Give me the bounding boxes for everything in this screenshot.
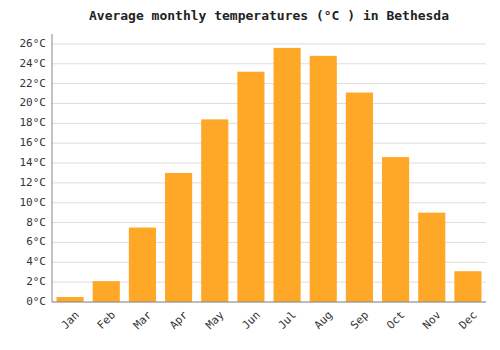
x-tick-label: Apr xyxy=(167,308,191,332)
y-tick-label: 20°C xyxy=(20,96,47,109)
bar xyxy=(129,228,156,302)
y-tick-label: 24°C xyxy=(20,57,47,70)
bar xyxy=(310,56,337,302)
y-tick-label: 22°C xyxy=(20,77,47,90)
grid-line xyxy=(52,202,486,203)
bar xyxy=(382,157,409,302)
bar xyxy=(274,48,301,302)
x-tick-label: Mar xyxy=(131,308,155,332)
bar xyxy=(418,213,445,302)
bar xyxy=(165,173,192,302)
chart-svg: 0°C 2°C 4°C 6°C 8°C 10°C 12°C 14°C 16°C 18°C 20°C 2… xyxy=(0,0,500,350)
x-tick-label: Nov xyxy=(420,308,444,332)
grid-line xyxy=(52,63,486,64)
x-tick-label: May xyxy=(203,308,227,332)
x-tick-label: Dec xyxy=(456,309,479,332)
bar xyxy=(454,271,481,302)
grid-line xyxy=(52,103,486,104)
x-tick-labels: Jan Feb Mar Apr May Jun Jul Aug Sep Oct Nov Dec xyxy=(59,308,480,332)
y-tick-label: 8°C xyxy=(26,216,46,229)
bar xyxy=(93,281,120,302)
x-tick-label: Jun xyxy=(239,309,262,332)
grid-line xyxy=(52,143,486,144)
x-tick-label: Aug xyxy=(312,309,335,332)
x-tick-label: Jan xyxy=(59,309,82,332)
y-tick-label: 6°C xyxy=(26,235,46,248)
y-tick-label: 12°C xyxy=(20,176,47,189)
bar xyxy=(346,93,373,302)
y-tick-label: 4°C xyxy=(26,255,46,268)
y-axis-line xyxy=(52,34,53,302)
x-tick-label: Feb xyxy=(95,309,118,332)
y-grid xyxy=(52,44,486,302)
y-tick-label: 14°C xyxy=(20,156,47,169)
y-tick-label: 18°C xyxy=(20,116,47,129)
bar xyxy=(57,297,84,302)
chart-container: 0°C 2°C 4°C 6°C 8°C 10°C 12°C 14°C 16°C 18°C 20°C 2… xyxy=(0,0,500,350)
y-tick-label: 16°C xyxy=(20,136,47,149)
grid-line xyxy=(52,83,486,84)
x-tick-label: Jul xyxy=(276,309,299,332)
bars xyxy=(57,48,482,302)
y-tick-labels: 0°C 2°C 4°C 6°C 8°C 10°C 12°C 14°C 16°C 18°C 20°C 2… xyxy=(20,37,47,308)
x-tick-label: Sep xyxy=(348,309,371,332)
grid-line xyxy=(52,163,486,164)
y-tick-label: 10°C xyxy=(20,196,47,209)
grid-line xyxy=(52,43,486,44)
y-tick-label: 0°C xyxy=(26,295,46,308)
grid-line xyxy=(52,123,486,124)
chart-title: Average monthly temperatures (°C ) in Be… xyxy=(89,8,449,23)
x-axis-line xyxy=(52,302,486,303)
x-tick-label: Oct xyxy=(384,309,407,332)
bar xyxy=(201,119,228,302)
grid-line xyxy=(52,182,486,183)
y-tick-label: 2°C xyxy=(26,275,46,288)
y-tick-label: 26°C xyxy=(20,37,47,50)
bar xyxy=(237,72,264,302)
grid-line xyxy=(52,302,486,303)
